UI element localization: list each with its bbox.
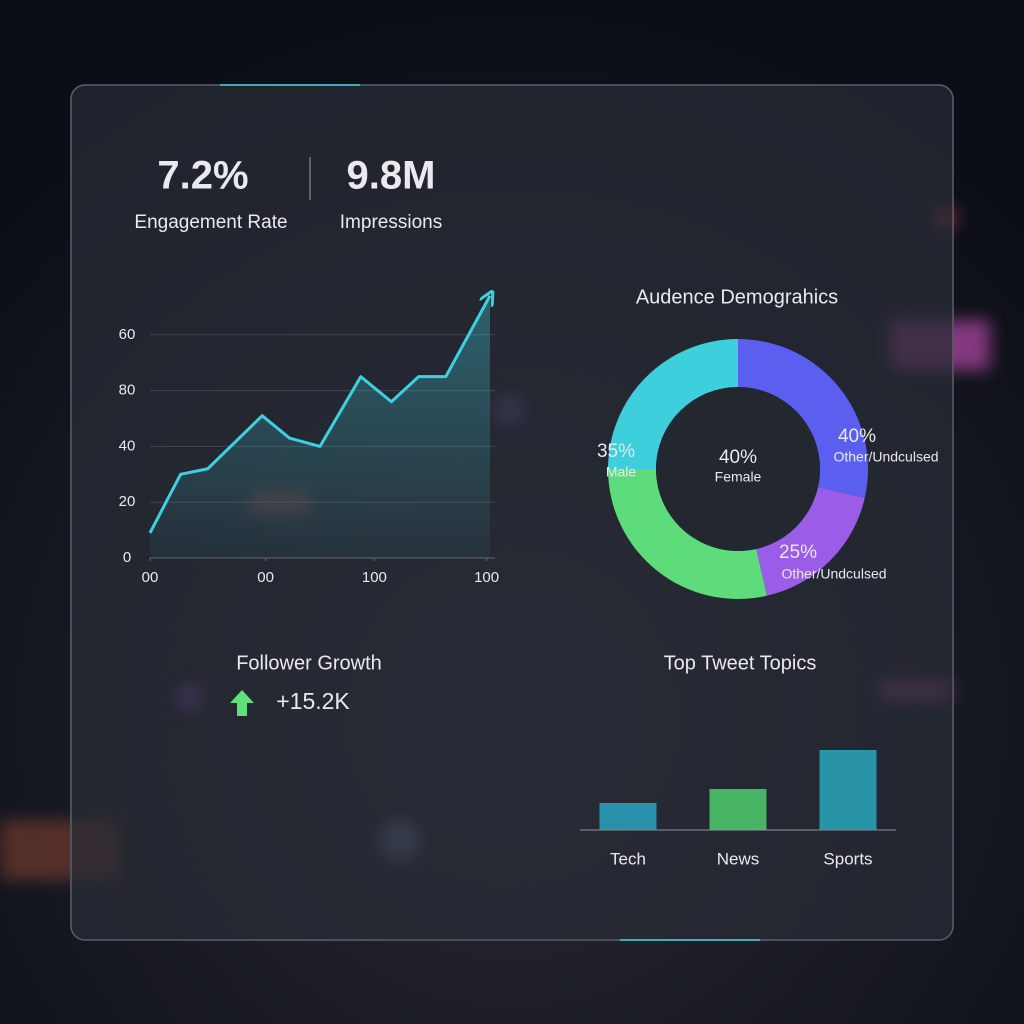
x-tick-label: 00 bbox=[257, 569, 274, 586]
chart-title: Top Tweet Topics bbox=[664, 652, 817, 674]
x-tick-label: Tech bbox=[610, 849, 646, 868]
slice-name: Other/Undculsed bbox=[833, 449, 938, 465]
slice-value: 40% bbox=[719, 447, 757, 468]
y-tick-label: 40 bbox=[119, 437, 136, 454]
bar bbox=[599, 803, 657, 830]
y-tick-label: 60 bbox=[119, 326, 136, 343]
panel bbox=[70, 84, 954, 941]
chart-title: Audence Demograhics bbox=[636, 286, 838, 308]
kpi-label: Engagement Rate bbox=[134, 212, 287, 233]
donut-hole bbox=[656, 387, 820, 551]
slice-name: Other/Undculsed bbox=[781, 566, 886, 582]
donut-slice bbox=[608, 469, 767, 599]
x-tick-label: 100 bbox=[474, 569, 499, 586]
kpi-label: Impressions bbox=[340, 212, 442, 233]
growth-title: Follower Growth bbox=[236, 652, 382, 674]
x-tick-label: News bbox=[717, 849, 760, 868]
donut-slice bbox=[608, 339, 738, 469]
slice-value: 25% bbox=[779, 542, 817, 563]
y-tick-label: 20 bbox=[119, 493, 136, 510]
bar bbox=[819, 750, 877, 830]
y-tick-label: 80 bbox=[119, 382, 136, 399]
kpi-value: 7.2% bbox=[157, 154, 248, 198]
slice-name: Female bbox=[715, 469, 762, 485]
slice-value: 35% bbox=[597, 441, 635, 462]
kpi-value: 9.8M bbox=[347, 154, 436, 198]
line bbox=[148, 296, 490, 534]
x-tick-label: 100 bbox=[362, 569, 387, 586]
growth-value: +15.2K bbox=[276, 688, 350, 714]
donut-slice bbox=[756, 487, 865, 596]
growth-arrow bbox=[230, 690, 254, 716]
line-area bbox=[150, 295, 490, 558]
x-tick-label: Sports bbox=[823, 849, 872, 868]
donut-slice bbox=[738, 339, 868, 498]
slice-name: Male bbox=[606, 464, 637, 480]
bar bbox=[709, 789, 767, 830]
y-tick-label: 0 bbox=[123, 549, 131, 566]
x-tick-label: 00 bbox=[142, 569, 159, 586]
slice-value: 40% bbox=[838, 426, 876, 447]
